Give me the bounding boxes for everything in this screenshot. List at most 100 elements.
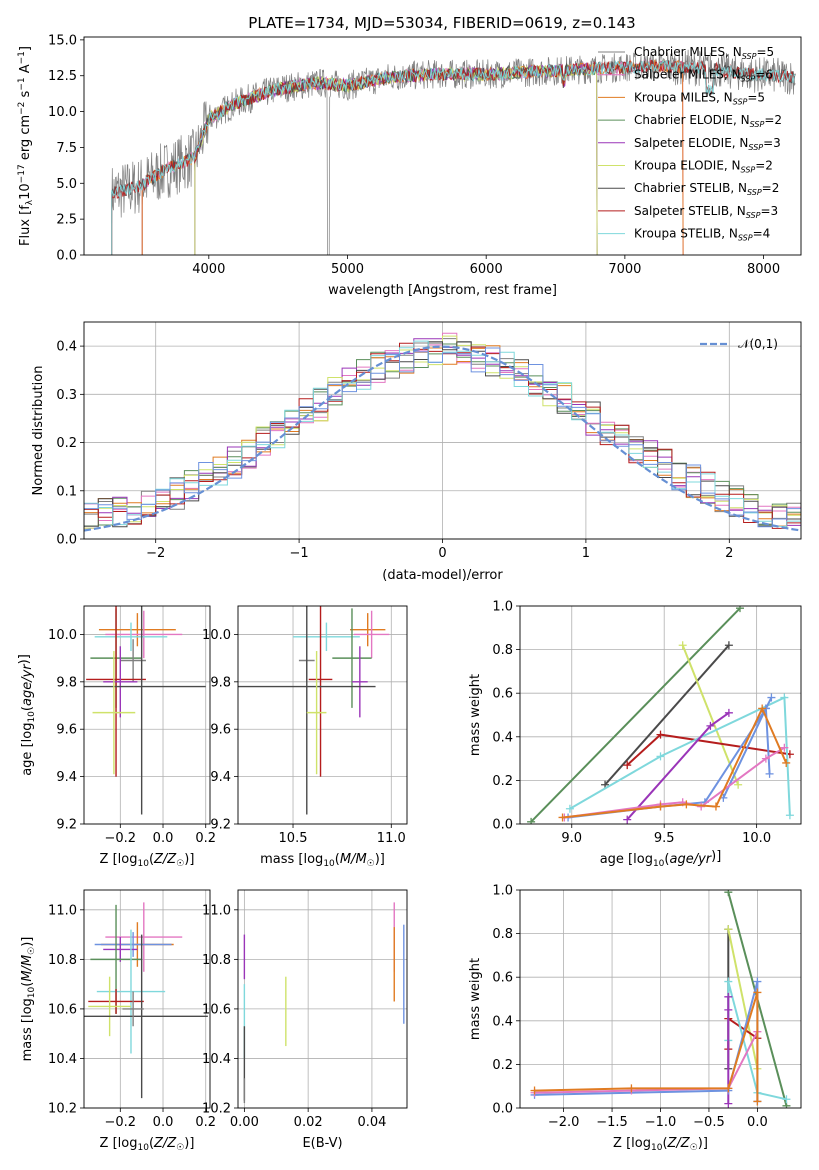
weight_vs_age-frame (519, 605, 802, 825)
y-tick-label: 0.4 (492, 730, 513, 745)
weight_vs_Z-axes: −2.0 −1.5 −1.0 −0.5 0.0 0.0 0.2 0.4 0.6 0.8 1.0 (492, 884, 801, 1130)
ylabel-part: ☉ (27, 947, 37, 955)
weight-series-line (681, 644, 740, 786)
y-tick-label: 9.8 (210, 675, 231, 690)
xlabel-part: )] (184, 852, 194, 867)
legend-text: =5 (756, 45, 774, 59)
gaussian-curve (84, 345, 801, 532)
weight_vs_Z-ylabel: mass weight (468, 958, 483, 1040)
xlabel-part: ( (335, 852, 340, 867)
residuals-ylabel: Normed distribution (31, 366, 46, 496)
x-tick-label: 5000 (331, 262, 364, 277)
ylabel-part: −17 (17, 164, 27, 183)
y-tick-label: 0.1 (56, 484, 77, 499)
y-tick-label: 9.2 (56, 818, 77, 833)
x-tick-label: 9.0 (561, 831, 582, 846)
y-tick-label: 0.2 (56, 436, 77, 451)
legend-label: Chabrier ELODIE, NSSP=2 (634, 113, 782, 129)
x-tick-label: 0.0 (153, 831, 174, 846)
weight-point-marker (724, 708, 733, 717)
xlabel-part: wavelength [Angstrom, rest frame] (328, 283, 557, 298)
legend-text: =6 (755, 68, 773, 82)
weight-point-marker (761, 754, 770, 763)
legend-text: =3 (760, 204, 778, 218)
xlabel-part: ( (664, 852, 669, 867)
weight-point-marker (734, 780, 743, 789)
mass_vs_Z-errorbars (84, 902, 208, 1099)
weight_vs_age-lines (527, 606, 794, 824)
x-tick-label: 11.0 (377, 831, 406, 846)
legend-label: Chabrier MILES, NSSP=5 (634, 45, 774, 61)
weight-point-marker (656, 802, 665, 811)
x-tick-label: 9.5 (654, 831, 675, 846)
y-tick-label: 1.0 (492, 600, 513, 615)
y-tick-label: 0.6 (492, 687, 513, 702)
y-tick-label: 10.4 (202, 1052, 231, 1067)
x-tick-label: −0.2 (105, 1115, 137, 1130)
weight-series-line (534, 1031, 759, 1094)
xlabel-part: ☉ (367, 859, 375, 869)
legend-sub: SSP (738, 234, 753, 243)
y-tick-label: 0.4 (492, 1014, 513, 1029)
ylabel-part: mass weight (468, 958, 483, 1040)
legend-text: =2 (764, 113, 782, 127)
mass_vs_ebv-axes: 0.00 0.02 0.04 10.2 10.4 10.6 10.8 11.0 (202, 890, 407, 1130)
weight-point-marker (753, 988, 762, 997)
x-tick-label: 0.0 (153, 1115, 174, 1130)
legend-label: Kroupa MILES, NSSP=5 (634, 90, 765, 106)
y-tick-label: 10.6 (202, 1002, 231, 1017)
xlabel-part: 10 (653, 859, 665, 869)
age_vs_Z-frame (83, 605, 211, 825)
spectrum-frame (83, 36, 802, 256)
weight-point-marker (656, 752, 665, 761)
x-tick-label: 10.0 (742, 831, 771, 846)
xlabel-part: ( (149, 852, 154, 867)
y-tick-label: 9.6 (56, 723, 77, 738)
spectrum-model-line (111, 59, 796, 255)
residuals-xlabel: (data-model)/error (382, 568, 503, 583)
weight-series-line (727, 928, 759, 1070)
x-tick-label: 6000 (470, 262, 503, 277)
gaussian-legend-label: 𝒩(0,1) (738, 337, 778, 351)
y-tick-label: 0.0 (56, 249, 77, 264)
y-tick-label: 0.8 (492, 927, 513, 942)
y-tick-label: 10.8 (202, 953, 231, 968)
ylabel-part: −1 (17, 51, 27, 64)
y-tick-label: 2.5 (56, 213, 77, 228)
xlabel-part: )] (711, 849, 721, 864)
legend-text: Chabrier STELIB, N (634, 181, 747, 195)
y-tick-label: 10.0 (48, 628, 77, 643)
x-tick-label: −1.5 (596, 1115, 628, 1130)
y-tick-label: 0.0 (56, 533, 77, 548)
ylabel-part: )] (20, 937, 35, 947)
legend-sub: SSP (741, 75, 756, 84)
y-tick-label: 10.0 (48, 105, 77, 120)
y-tick-label: 0.6 (492, 971, 513, 986)
xlabel-part: ☉ (176, 1143, 184, 1153)
mass_vs_Z-axes: −0.2 0.0 0.2 10.2 10.4 10.6 10.8 11.0 (48, 890, 216, 1130)
x-tick-label: −2 (146, 546, 165, 561)
xlabel-part: age [log (600, 852, 653, 867)
ylabel-part: s (18, 90, 33, 101)
x-tick-label: −1.0 (645, 1115, 677, 1130)
weight-point-marker (724, 977, 733, 986)
ylabel-part: −1 (17, 77, 27, 90)
weight-series-line (562, 706, 788, 819)
age_vs_mass-errorbars (238, 606, 390, 815)
weight-point-marker (627, 1084, 636, 1093)
age_vs_mass-frame (237, 605, 408, 825)
xlabel-part: Z [log (100, 1136, 138, 1151)
ylabel-part: Normed distribution (31, 366, 46, 496)
xlabel-part: Z/Z (667, 1136, 691, 1151)
y-tick-label: 0.4 (56, 340, 77, 355)
spectrum-model-line (141, 59, 684, 255)
xlabel-part: ☉ (690, 1143, 698, 1153)
mass_vs_ebv-frame (237, 889, 408, 1109)
y-tick-label: 10.8 (48, 953, 77, 968)
weight_vs_Z-frame (519, 889, 802, 1109)
y-tick-label: 0.8 (492, 643, 513, 658)
residual-hists (84, 332, 801, 532)
y-tick-label: 10.2 (48, 1102, 77, 1117)
